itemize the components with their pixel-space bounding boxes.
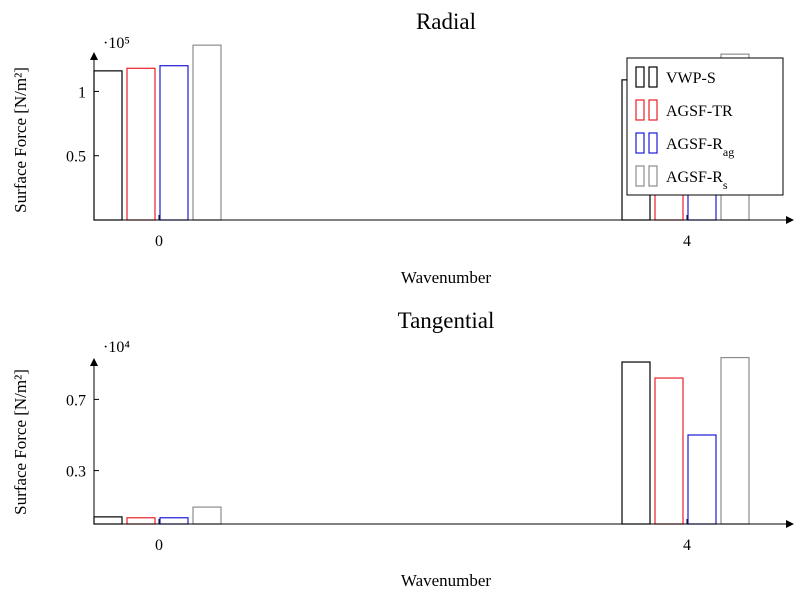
- tangential-x-ticks: 048: [155, 519, 691, 554]
- radial-chart: Radial ·10⁵ Surface Force [N/m²] Wavenum…: [11, 9, 794, 287]
- tangential-y-tick-label: 0.7: [66, 392, 86, 409]
- radial-y-tick-label: 1: [78, 84, 86, 101]
- legend-swatch: [635, 99, 645, 121]
- tangential-bar: [159, 517, 189, 525]
- tangential-x-tick-label: 4: [683, 537, 691, 554]
- legend-swatch: [635, 66, 645, 88]
- tangential-chart: Tangential ·10⁴ Surface Force [N/m²] Wav…: [11, 308, 794, 590]
- tangential-x-axis-arrow: [786, 520, 794, 528]
- radial-bar: [126, 67, 156, 221]
- tangential-scale-label: ·10⁴: [103, 339, 130, 356]
- legend-swatch: [635, 165, 645, 187]
- legend-box: [626, 57, 784, 196]
- radial-x-tick-label: 4: [683, 233, 691, 250]
- radial-y-axis-arrow: [90, 52, 98, 60]
- radial-title: Radial: [416, 9, 476, 34]
- radial-bar: [93, 70, 123, 221]
- legend-swatch: [648, 132, 658, 154]
- tangential-title: Tangential: [398, 308, 495, 333]
- legend-swatch: [648, 99, 658, 121]
- legend-swatch: [648, 66, 658, 88]
- radial-y-tick-label: 0.5: [66, 149, 86, 166]
- tangential-bar: [93, 516, 123, 525]
- radial-y-axis-label: Surface Force [N/m²]: [11, 67, 30, 213]
- legend-entry-label: AGSF-TR: [666, 103, 733, 120]
- tangential-bar: [720, 356, 750, 525]
- tangential-bars: [93, 356, 750, 525]
- radial-x-axis-arrow: [786, 216, 794, 224]
- radial-bar: [159, 65, 189, 221]
- radial-x-axis-label: Wavenumber: [401, 268, 492, 287]
- tangential-y-axis-label: Surface Force [N/m²]: [11, 369, 30, 515]
- radial-x-tick-label: 0: [155, 233, 163, 250]
- tangential-bar: [192, 506, 222, 525]
- tangential-y-axis-arrow: [90, 358, 98, 366]
- radial-y-ticks: 0.51: [66, 84, 99, 166]
- legend-swatch: [648, 165, 658, 187]
- tangential-bar: [621, 361, 651, 525]
- tangential-bar: [126, 517, 156, 525]
- legend-entry-label: VWP-S: [666, 70, 716, 87]
- tangential-y-ticks: 0.3 0.7: [66, 392, 99, 481]
- radial-scale-label: ·10⁵: [103, 35, 130, 52]
- tangential-bar: [654, 377, 684, 525]
- tangential-x-tick-label: 0: [155, 537, 163, 554]
- radial-legend: VWP-S AGSF-TR AGSF-Rag AGSF-Rs: [626, 57, 784, 196]
- legend-entry-label: AGSF-Rag: [666, 136, 734, 159]
- legend-entry-label: AGSF-Rs: [666, 169, 728, 192]
- tangential-x-axis-label: Wavenumber: [401, 571, 492, 590]
- legend-swatch: [635, 132, 645, 154]
- radial-bar: [192, 44, 222, 221]
- radial-x-ticks: 048: [155, 215, 691, 250]
- tangential-bar: [687, 434, 717, 525]
- tangential-y-tick-label: 0.3: [66, 464, 86, 481]
